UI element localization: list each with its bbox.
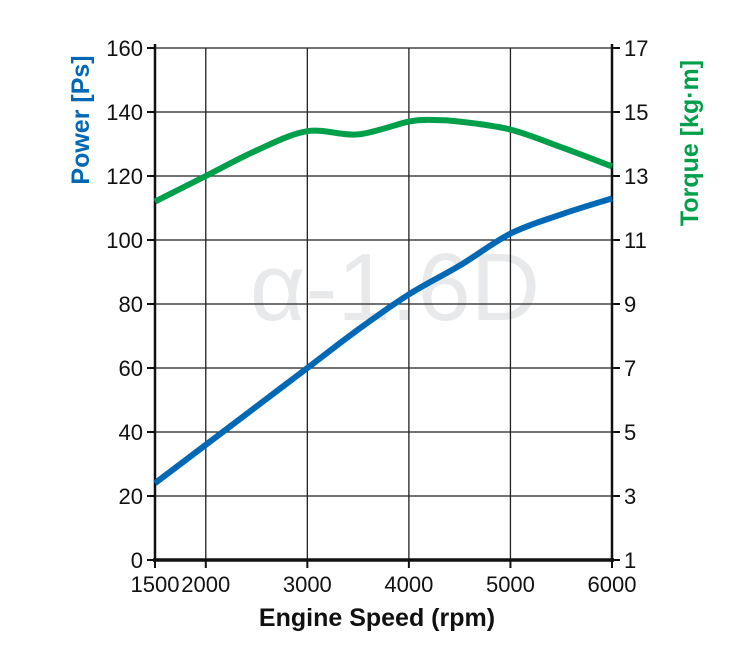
left-y-tick-labels: 0 20 40 60 80 100 120 140 160 xyxy=(106,36,143,573)
x-tick-label-2: 3000 xyxy=(283,572,332,597)
x-tick-label-5: 6000 xyxy=(588,572,637,597)
x-tick-label-4: 5000 xyxy=(486,572,535,597)
power-series-line xyxy=(153,195,613,486)
left-y-tick-label-5: 100 xyxy=(106,228,143,253)
chart-watermark: α-1.6D xyxy=(250,234,540,341)
torque-series-line xyxy=(153,116,614,205)
series-lines xyxy=(153,116,614,486)
right-y-tick-label-5: 11 xyxy=(624,228,647,253)
left-y-tick-label-3: 60 xyxy=(119,356,143,381)
right-y-tick-label-8: 17 xyxy=(624,36,648,61)
left-y-tick-label-6: 120 xyxy=(106,164,143,189)
x-tick-label-0: 1500 xyxy=(131,572,180,597)
left-y-tick-label-8: 160 xyxy=(106,36,143,61)
right-y-tick-label-7: 15 xyxy=(624,100,648,125)
grid-lines xyxy=(154,47,613,561)
axes xyxy=(147,44,620,568)
left-y-tick-label-2: 40 xyxy=(119,420,143,445)
x-axis-title: Engine Speed (rpm) xyxy=(259,604,495,632)
left-y-tick-label-4: 80 xyxy=(119,292,143,317)
right-y-tick-label-0: 1 xyxy=(624,548,636,573)
left-y-tick-label-1: 20 xyxy=(119,484,143,509)
right-y-tick-label-4: 9 xyxy=(624,292,636,317)
x-tick-label-3: 4000 xyxy=(384,572,433,597)
right-y-tick-label-3: 7 xyxy=(624,356,636,381)
x-tick-labels: 1500 2000 3000 4000 5000 6000 xyxy=(131,572,637,597)
right-y-tick-label-1: 3 xyxy=(624,484,636,509)
right-y-tick-label-2: 5 xyxy=(624,420,636,445)
x-tick-label-1: 2000 xyxy=(181,572,230,597)
left-y-axis-title: Power [Ps] xyxy=(67,55,95,184)
right-y-tick-label-6: 13 xyxy=(624,164,648,189)
left-y-tick-label-0: 0 xyxy=(131,548,143,573)
right-y-axis-title: Torque [kg·m] xyxy=(676,60,704,226)
left-y-tick-label-7: 140 xyxy=(106,100,143,125)
